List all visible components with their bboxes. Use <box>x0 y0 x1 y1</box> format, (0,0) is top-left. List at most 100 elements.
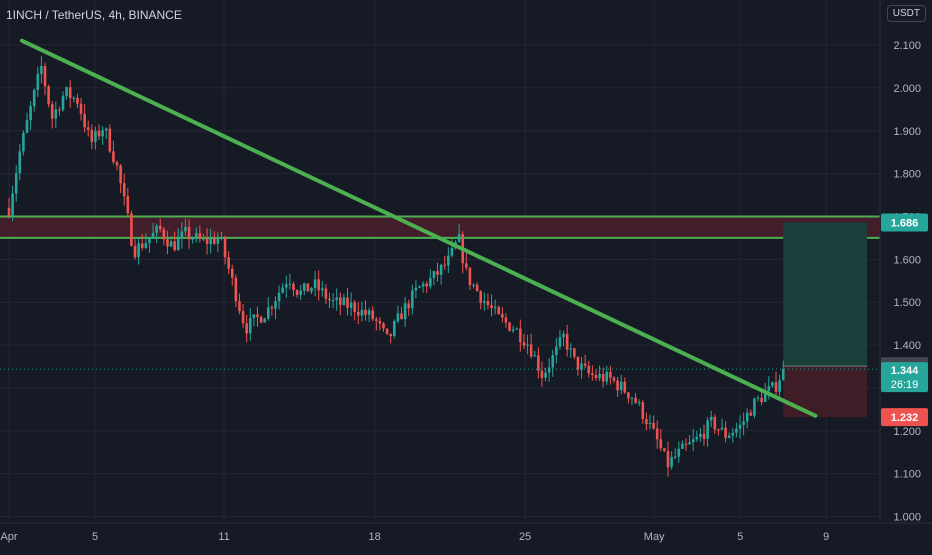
candle-body <box>699 433 702 438</box>
candle-body <box>176 237 180 251</box>
candle-body <box>418 286 421 288</box>
candle-body <box>310 288 313 292</box>
candle-body <box>375 319 378 321</box>
candle-body <box>738 424 742 429</box>
candle-body <box>18 151 22 174</box>
candle-body <box>681 443 684 449</box>
candle-body <box>259 316 263 323</box>
candle-body <box>526 344 529 346</box>
candle-body <box>637 402 641 404</box>
candle-body <box>771 382 774 386</box>
candle-body <box>284 284 288 288</box>
candle-body <box>119 165 122 184</box>
candle-body <box>36 73 40 90</box>
candle-body <box>447 255 450 266</box>
candle-body <box>371 310 374 320</box>
candle-body <box>756 397 760 399</box>
price-tick-label: 1.400 <box>893 340 921 352</box>
candle-body <box>79 103 83 114</box>
candle-body <box>601 374 605 382</box>
candle-body <box>432 271 436 278</box>
position-stop-area <box>783 366 868 418</box>
candle-body <box>40 66 43 74</box>
candle-body <box>101 130 104 137</box>
candle-body <box>68 87 72 99</box>
time-tick-label: May <box>644 531 665 543</box>
candle-body <box>569 348 573 350</box>
time-tick-label: 25 <box>519 531 531 543</box>
position-target-area <box>783 222 868 367</box>
candle-body <box>302 283 306 291</box>
candle-body <box>263 318 266 323</box>
candle-body <box>270 307 274 309</box>
candle-body <box>706 420 709 439</box>
candle-body <box>641 402 645 419</box>
candle-body <box>767 385 771 392</box>
candle-body <box>61 95 65 110</box>
candle-countdown-label: 26:19 <box>891 379 919 391</box>
time-axis-panel[interactable] <box>0 523 932 550</box>
candle-body <box>677 448 681 457</box>
price-tick-label: 2.100 <box>893 40 921 52</box>
candle-body <box>659 439 663 449</box>
price-tick-label: 1.100 <box>893 469 921 481</box>
candle-body <box>558 337 562 347</box>
candle-body <box>457 234 461 242</box>
candle-body <box>781 369 785 381</box>
candle-body <box>317 279 320 291</box>
candle-body <box>393 321 396 336</box>
candle-body <box>331 300 335 302</box>
candle-body <box>108 128 112 152</box>
candle-body <box>151 232 155 239</box>
candle-body <box>112 151 115 163</box>
candle-body <box>493 307 497 309</box>
candle-body <box>429 277 432 287</box>
candle-body <box>115 162 119 166</box>
candle-body <box>562 333 565 338</box>
candle-body <box>122 183 126 197</box>
candle-body <box>745 412 749 422</box>
price-tick-label: 1.500 <box>893 297 921 309</box>
candle-body <box>605 371 609 382</box>
candle-body <box>32 89 36 107</box>
candle-body <box>695 437 699 440</box>
candle-body <box>472 284 475 286</box>
candle-body <box>83 113 86 128</box>
time-tick-label: 9 <box>823 531 829 543</box>
candle-body <box>54 109 58 119</box>
candle-body <box>277 292 281 302</box>
candle-body <box>389 333 392 336</box>
candle-body <box>580 363 583 370</box>
candle-body <box>382 323 385 329</box>
price-tick-label: 2.000 <box>893 83 921 95</box>
candle-body <box>688 442 691 445</box>
time-tick-label: 5 <box>737 531 743 543</box>
candle-body <box>490 305 493 308</box>
price-axis-panel[interactable] <box>880 0 932 550</box>
candle-body <box>353 302 356 312</box>
candle-body <box>22 132 25 152</box>
candle-body <box>86 127 90 130</box>
trendline[interactable] <box>19 38 818 418</box>
candle-body <box>299 290 302 296</box>
currency-button[interactable]: USDT <box>886 5 926 22</box>
candle-body <box>652 422 655 429</box>
candle-body <box>29 106 32 121</box>
candle-body <box>727 435 731 438</box>
candle-body <box>202 238 205 240</box>
candle-body <box>104 128 108 131</box>
candle-body <box>50 104 54 119</box>
candle-body <box>357 311 360 316</box>
candle-body <box>76 97 79 104</box>
symbol-title[interactable]: 1INCH / TetherUS, 4h, BINANCE <box>6 8 182 22</box>
candle-body <box>400 313 403 320</box>
candle-body <box>248 317 252 334</box>
candle-body <box>25 120 29 133</box>
candle-body <box>522 342 526 346</box>
candle-body <box>360 309 364 316</box>
candle-body <box>486 301 490 306</box>
candle-body <box>634 397 637 403</box>
candle-body <box>126 196 130 214</box>
